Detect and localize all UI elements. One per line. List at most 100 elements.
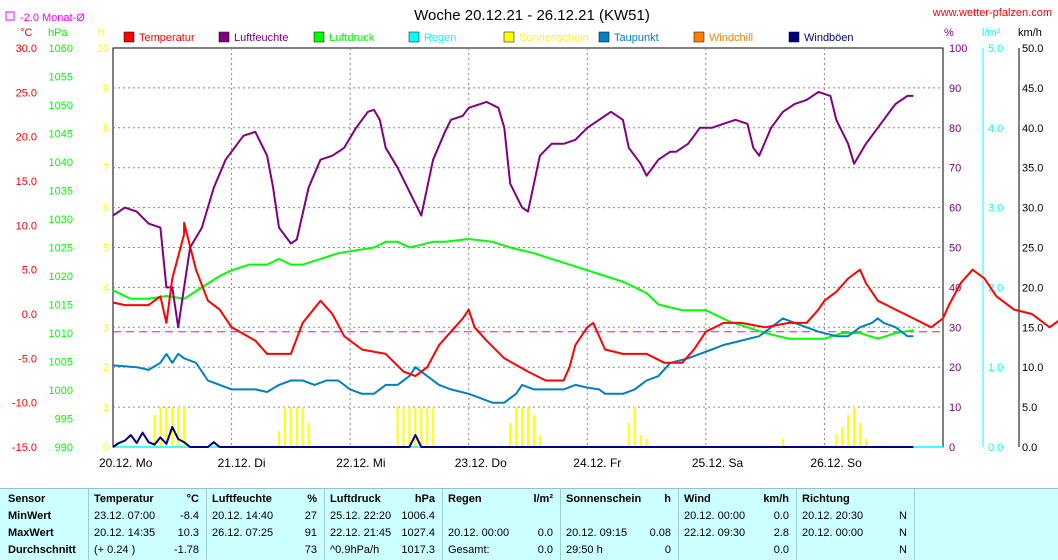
hours-tick: 6 [103, 203, 109, 215]
sunshine-bar [432, 407, 435, 447]
temp-tick: 30.0 [16, 43, 37, 55]
sunshine-bar [859, 423, 861, 447]
stats-table: Sensor MinWert MaxWert Durchschnitt Temp… [0, 488, 1058, 560]
wind-tick: 35.0 [1022, 163, 1043, 175]
sunshine-bar [414, 407, 417, 447]
sunshine-bar [864, 439, 867, 447]
day-label: 25.12. Sa [692, 456, 744, 470]
humidity-tick: 40 [949, 282, 961, 294]
sunshine-bar [841, 427, 844, 447]
rain-tick: 0.0 [988, 442, 1003, 454]
hdr-dir: Richtung [802, 493, 850, 505]
day-label: 22.12. Mi [336, 456, 385, 470]
legend-swatch [503, 31, 515, 43]
temp-tick: 15.0 [16, 176, 37, 188]
pressure-tick: 1060 [49, 43, 73, 55]
hdr-temp: Temperatur [94, 493, 154, 505]
pressure-tick: 1055 [49, 72, 73, 84]
pressure-tick: 1050 [49, 100, 73, 112]
avg-dir-val: N [899, 544, 907, 556]
temp-tick: 25.0 [16, 87, 37, 99]
avg-rain-time: Gesamt: [448, 544, 490, 556]
pressure-tick: 1030 [49, 214, 73, 226]
hours-tick: 0 [103, 442, 109, 454]
legend-label: Temperatur [139, 32, 195, 44]
max-temp-time: 20.12. 14:35 [94, 527, 156, 539]
pressure-tick: 1000 [49, 385, 73, 397]
sunshine-bar [835, 435, 838, 447]
wind-tick: 40.0 [1022, 123, 1043, 135]
pressure-tick: 1045 [49, 129, 73, 141]
row-max-label: MaxWert [8, 527, 54, 539]
brand-label: www.wetter-pfalzen.com [932, 7, 1052, 19]
max-sun-val: 0.08 [649, 527, 671, 539]
sunshine-bar [408, 407, 411, 447]
pressure-tick: 995 [55, 414, 73, 426]
hdr-press: Luftdruck [330, 493, 381, 505]
hours-tick: 8 [103, 123, 109, 135]
stats-col-press: Luftdruck hPa 25.12. 22:20 1006.4 22.12. 2… [325, 489, 443, 560]
avg-hum-val: 73 [304, 544, 317, 556]
stats-col-dir: Richtung 20.12. 20:30 N 20.12. 00:00 N N [797, 489, 915, 560]
wind-tick: 0.0 [1022, 442, 1037, 454]
sunshine-bar [159, 407, 162, 447]
humidity-tick: 0 [949, 442, 955, 454]
humidity-tick: 20 [949, 362, 961, 374]
pressure-tick: 1040 [49, 157, 73, 169]
legend-label: Windböen [804, 32, 854, 44]
sunshine-bar [639, 435, 642, 447]
legend-swatch [693, 31, 705, 43]
hdr-wind-unit: km/h [763, 493, 789, 505]
sunshine-bar [307, 423, 310, 447]
hours-tick: 2 [103, 362, 109, 374]
legend-swatch [598, 31, 610, 43]
sunshine-bar [153, 415, 156, 447]
min-press-time: 25.12. 22:20 [330, 510, 392, 522]
max-hum-time: 26.12. 07:25 [212, 527, 274, 539]
wind-tick: 5.0 [1022, 402, 1037, 414]
min-hum-time: 20.12. 14:40 [212, 510, 274, 522]
max-temp-val: 10.3 [177, 527, 199, 539]
avg-temp-time: (+ 0.24 ) [94, 544, 136, 556]
hours-tick: 5 [103, 243, 109, 255]
hdr-rain: Regen [448, 493, 482, 505]
rain-tick: 3.0 [988, 203, 1003, 215]
wind-tick: 45.0 [1022, 83, 1043, 95]
row-avg-label: Durchschnitt [8, 544, 76, 556]
series-line-windböen [112, 426, 914, 448]
weather-chart: Woche 20.12.21 - 26.12.21 (KW51) www.wett… [5, 7, 1058, 470]
stats-col-sensor: Sensor MinWert MaxWert Durchschnitt [0, 489, 89, 560]
min-dir-time: 20.12. 20:30 [802, 510, 864, 522]
legend-label: Windchill [709, 32, 753, 44]
sunshine-bar [645, 439, 648, 447]
hours-tick: 1 [103, 402, 109, 414]
sunshine-bar [532, 415, 535, 447]
rain-unit: l/m² [982, 27, 1001, 39]
day-label: 24.12. Fr [573, 456, 621, 470]
hours-tick: 10 [97, 43, 109, 55]
sunshine-bar [165, 407, 168, 447]
day-label: 23.12. Do [455, 456, 507, 470]
legend-swatch [313, 31, 325, 43]
min-dir-val: N [899, 510, 907, 522]
temp-tick: 5.0 [22, 265, 37, 277]
humidity-unit: % [944, 27, 954, 39]
legend-swatch [123, 31, 135, 43]
row-min-label: MinWert [8, 510, 52, 522]
hours-tick: 3 [103, 322, 109, 334]
wind-tick: 10.0 [1022, 362, 1043, 374]
hdr-sensor: Sensor [8, 493, 46, 505]
sunshine-bar [283, 407, 286, 447]
pressure-tick: 1025 [49, 243, 73, 255]
wind-tick: 50.0 [1022, 43, 1043, 55]
rain-tick: 4.0 [988, 123, 1003, 135]
legend-label: Luftdruck [329, 32, 375, 44]
min-hum-val: 27 [304, 510, 317, 522]
humidity-tick: 60 [949, 203, 961, 215]
max-dir-val: N [899, 527, 907, 539]
humidity-tick: 50 [949, 243, 961, 255]
avg-wind-val: 0.0 [773, 544, 789, 556]
sunshine-bar [538, 435, 541, 447]
max-rain-val: 0.0 [537, 527, 553, 539]
stats-col-hum: Luftfeuchte% 20.12. 14:40 27 26.12. 07:25… [207, 489, 325, 560]
